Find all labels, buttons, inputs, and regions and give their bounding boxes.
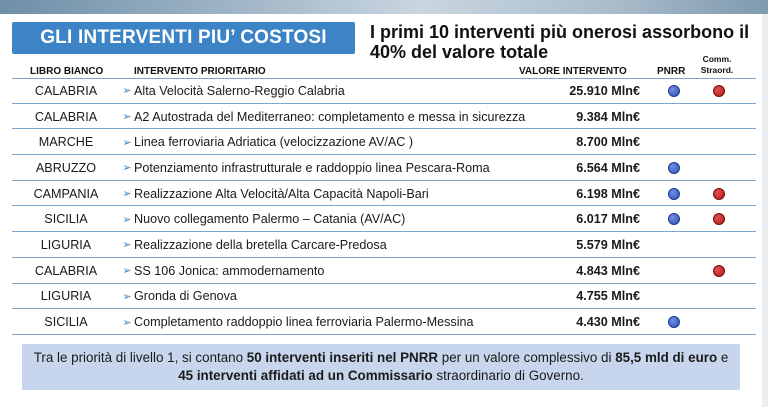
table-row: CALABRIA ➢ A2 Autostrada del Mediterraneo:… bbox=[12, 104, 756, 130]
summary-bold-2: 85,5 mld di euro bbox=[615, 350, 718, 365]
row-value: 6.017 Mln€ bbox=[576, 212, 640, 227]
table-row: SICILIA ➢ Nuovo collegamento Palermo – Cat… bbox=[12, 206, 756, 232]
header-comm-line1: Comm. bbox=[702, 54, 732, 64]
commissioner-dot-icon bbox=[713, 213, 725, 226]
arrow-bullet-icon: ➢ bbox=[122, 85, 132, 98]
row-intervention: Realizzazione Alta Velocità/Alta Capacit… bbox=[134, 186, 429, 201]
row-intervention: Completamento raddoppio linea ferroviari… bbox=[134, 315, 474, 330]
header-value: VALORE INTERVENTO bbox=[519, 66, 627, 77]
arrow-bullet-icon: ➢ bbox=[122, 239, 132, 252]
header-comm-line2: Straord. bbox=[700, 65, 734, 75]
table-row: LIGURIA ➢ Realizzazione della bretella Car… bbox=[12, 232, 756, 258]
arrow-bullet-icon: ➢ bbox=[122, 162, 132, 175]
row-value: 8.700 Mln€ bbox=[576, 135, 640, 150]
table-row: ABRUZZO ➢ Potenziamento infrastrutturale e… bbox=[12, 155, 756, 181]
row-value: 4.843 Mln€ bbox=[576, 263, 640, 278]
title-banner: GLI INTERVENTI PIU’ COSTOSI bbox=[12, 22, 355, 54]
row-value: 5.579 Mln€ bbox=[576, 237, 640, 252]
row-value: 4.430 Mln€ bbox=[576, 315, 640, 330]
row-intervention: Nuovo collegamento Palermo – Catania (AV… bbox=[134, 212, 406, 227]
row-region: LIGURIA bbox=[40, 289, 92, 304]
row-intervention: A2 Autostrada del Mediterraneo: completa… bbox=[134, 109, 526, 124]
row-value: 9.384 Mln€ bbox=[576, 109, 640, 124]
commissioner-dot-icon bbox=[713, 264, 725, 277]
table-row: CALABRIA ➢ Alta Velocità Salerno-Reggio Ca… bbox=[12, 78, 756, 104]
summary-bold-3: 45 interventi affidati ad un Commissario bbox=[178, 368, 433, 383]
pnrr-dot-icon bbox=[668, 85, 680, 97]
commissioner-dot-icon bbox=[713, 187, 725, 200]
header-intervention: INTERVENTO PRIORITARIO bbox=[134, 66, 266, 77]
table-row: SICILIA ➢ Completamento raddoppio linea fe… bbox=[12, 309, 756, 335]
header-comm: Comm. Straord. bbox=[694, 54, 740, 76]
decorative-right-edge bbox=[762, 14, 768, 407]
summary-text-3: e bbox=[717, 350, 729, 365]
row-region: LIGURIA bbox=[40, 237, 92, 252]
pnrr-dot-icon bbox=[668, 213, 680, 226]
summary-text-4: straordinario di Governo. bbox=[432, 368, 584, 383]
row-region: CALABRIA bbox=[34, 263, 98, 278]
arrow-bullet-icon: ➢ bbox=[122, 213, 132, 226]
row-intervention: Linea ferroviaria Adriatica (velocizzazi… bbox=[134, 135, 414, 150]
row-value: 4.755 Mln€ bbox=[576, 289, 640, 304]
row-region: SICILIA bbox=[44, 212, 88, 227]
row-value: 6.564 Mln€ bbox=[576, 160, 640, 175]
summary-text-1: Tra le priorità di livello 1, si contano bbox=[33, 350, 247, 365]
table-row: MARCHE ➢ Linea ferroviaria Adriatica (velo… bbox=[12, 129, 756, 155]
interventions-table: CALABRIA ➢ Alta Velocità Salerno-Reggio Ca… bbox=[12, 78, 756, 335]
row-intervention: SS 106 Jonica: ammodernamento bbox=[134, 263, 325, 278]
row-region: CAMPANIA bbox=[33, 186, 99, 201]
page-subtitle: I primi 10 interventi più onerosi assorb… bbox=[370, 22, 750, 62]
summary-text-2: per un valore complessivo di bbox=[438, 350, 616, 365]
row-intervention: Alta Velocità Salerno-Reggio Calabria bbox=[134, 83, 345, 98]
arrow-bullet-icon: ➢ bbox=[122, 316, 132, 329]
table-row: LIGURIA ➢ Gronda di Genova 4.755 Mln€ bbox=[12, 284, 756, 310]
decorative-top-strip bbox=[0, 0, 768, 14]
summary-bold-1: 50 interventi inseriti nel PNRR bbox=[246, 350, 439, 365]
page-title: GLI INTERVENTI PIU’ COSTOSI bbox=[40, 27, 327, 48]
row-region: CALABRIA bbox=[34, 83, 98, 98]
table-row: CAMPANIA ➢ Realizzazione Alta Velocità/Alt… bbox=[12, 181, 756, 207]
row-intervention: Gronda di Genova bbox=[134, 289, 237, 304]
table-row: CALABRIA ➢ SS 106 Jonica: ammodernamento 4.… bbox=[12, 258, 756, 284]
arrow-bullet-icon: ➢ bbox=[122, 111, 132, 124]
row-region: ABRUZZO bbox=[35, 160, 97, 175]
header-pnrr: PNRR bbox=[657, 66, 686, 77]
row-value: 6.198 Mln€ bbox=[576, 186, 640, 201]
row-intervention: Potenziamento infrastrutturale e raddopp… bbox=[134, 160, 490, 175]
header-region: LIBRO BIANCO bbox=[30, 66, 104, 77]
row-region: SICILIA bbox=[44, 315, 88, 330]
row-region: CALABRIA bbox=[34, 109, 98, 124]
arrow-bullet-icon: ➢ bbox=[122, 290, 132, 303]
pnrr-dot-icon bbox=[668, 162, 680, 175]
pnrr-dot-icon bbox=[668, 187, 680, 200]
arrow-bullet-icon: ➢ bbox=[122, 136, 132, 149]
row-value: 25.910 Mln€ bbox=[569, 83, 640, 98]
row-intervention: Realizzazione della bretella Carcare-Pre… bbox=[134, 237, 387, 252]
arrow-bullet-icon: ➢ bbox=[122, 188, 132, 201]
summary-note: Tra le priorità di livello 1, si contano… bbox=[22, 344, 740, 390]
arrow-bullet-icon: ➢ bbox=[122, 265, 132, 278]
commissioner-dot-icon bbox=[713, 85, 725, 97]
pnrr-dot-icon bbox=[668, 316, 680, 329]
row-region: MARCHE bbox=[38, 135, 94, 150]
